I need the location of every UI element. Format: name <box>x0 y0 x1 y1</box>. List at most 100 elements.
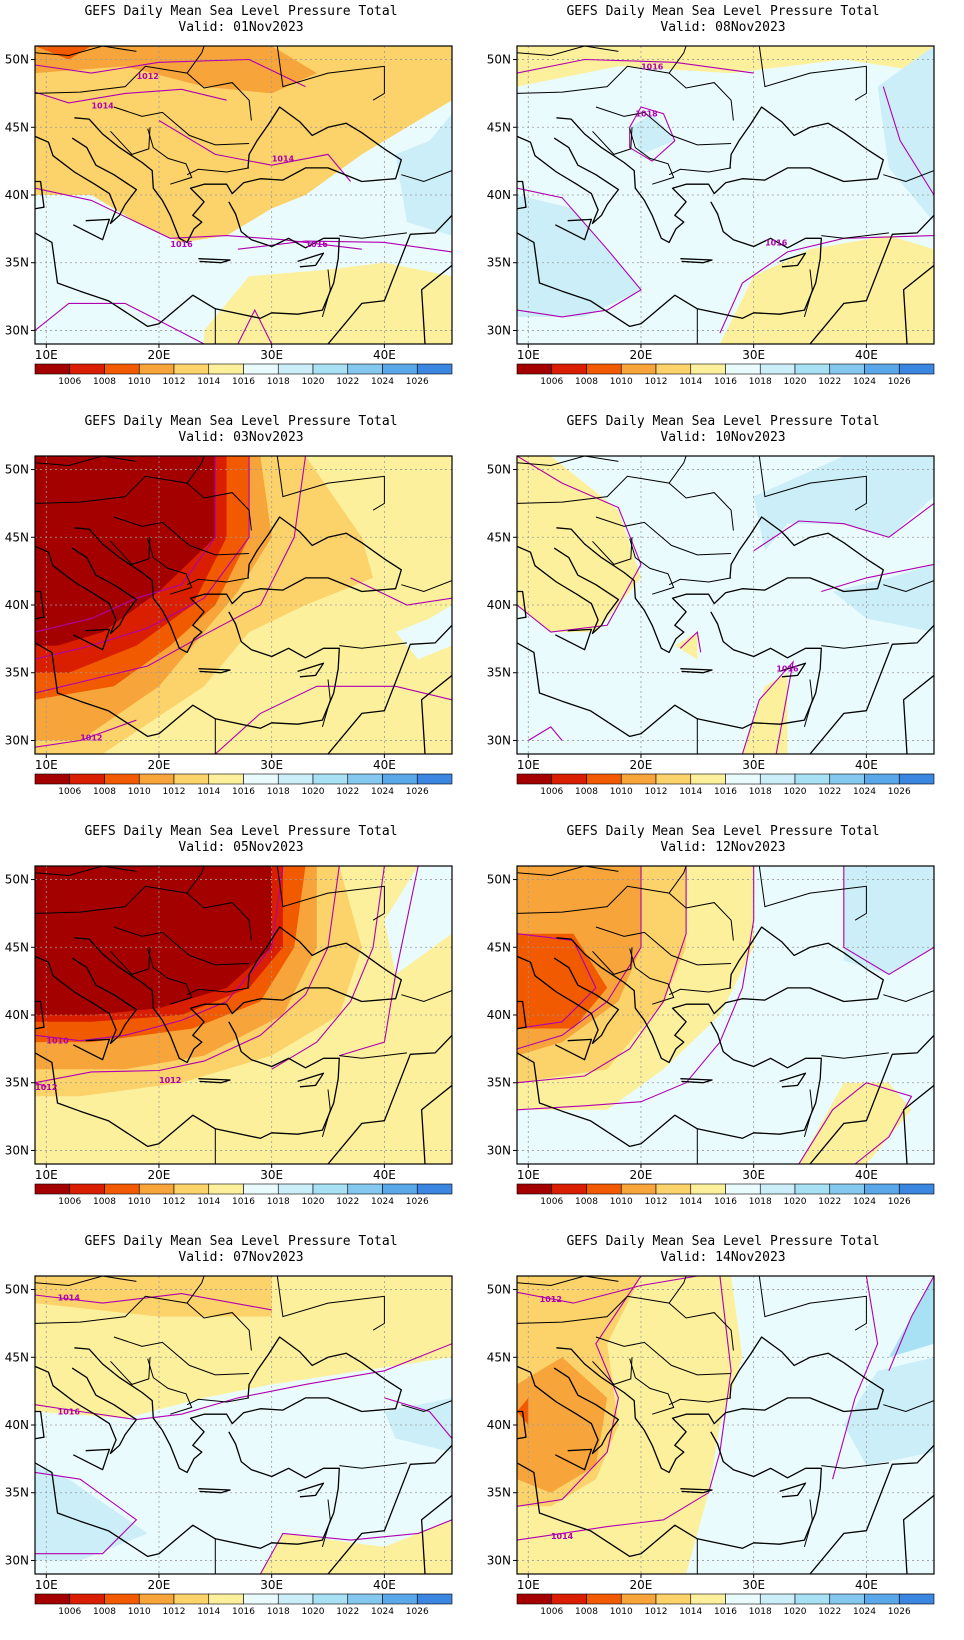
coastline <box>198 1488 231 1494</box>
border <box>883 580 934 593</box>
colorbar-swatch <box>516 1593 553 1605</box>
lon-tick-label: 10E <box>517 348 540 362</box>
isobar <box>517 866 755 1111</box>
colorbar: 1006 1008 1010 1012 1014 1016 1018 1020 1022 1024… <box>34 773 453 797</box>
pressure-field-region <box>517 933 608 1029</box>
colorbar-label: 1016 <box>714 377 737 387</box>
border <box>668 577 732 586</box>
colorbar-swatch <box>208 1183 244 1195</box>
coastlines <box>35 106 452 344</box>
map-fields: 1012 1014 <box>517 1276 934 1574</box>
border <box>35 866 137 877</box>
lat-tick-label: 45N <box>5 940 29 954</box>
coastline <box>517 590 527 620</box>
lon-tick-label: 20E <box>148 1168 171 1182</box>
coastline <box>809 1444 934 1574</box>
coastline <box>297 1482 325 1498</box>
isobar-lines <box>35 1293 452 1574</box>
isobar <box>237 240 452 253</box>
map-panel-05nov: GEFS Daily Mean Sea Level Pressure Total… <box>0 820 482 1230</box>
coastline <box>517 1021 822 1148</box>
colorbar-label: 1012 <box>163 1197 186 1207</box>
colorbar-swatch <box>347 1183 383 1195</box>
colorbar-label: 1024 <box>853 377 876 387</box>
colorbar-label: 1022 <box>818 787 841 797</box>
isobar-label: 1016 <box>641 62 664 71</box>
isobar-label: 1018 <box>635 110 658 119</box>
coastline <box>809 214 934 344</box>
lat-tick-label: 45N <box>487 1350 511 1364</box>
map-panel-08nov: GEFS Daily Mean Sea Level Pressure Total… <box>482 0 964 410</box>
coastline <box>779 662 807 678</box>
isobar <box>35 302 205 344</box>
lon-tick-label: 40E <box>855 758 878 772</box>
border <box>821 1462 889 1469</box>
lat-tick-label: 35N <box>487 666 511 680</box>
coastline <box>556 516 884 654</box>
lon-tick-label: 30E <box>260 1578 283 1592</box>
colorbar-swatch <box>312 1593 349 1605</box>
colorbar-label: 1010 <box>610 377 633 387</box>
border <box>668 866 687 894</box>
coastlines <box>35 926 452 1164</box>
isobar-lines <box>35 866 419 1088</box>
colorbar-swatch <box>104 363 140 375</box>
colorbar-label: 1010 <box>610 787 633 797</box>
panel-valid-date: Valid: 01Nov2023 <box>178 20 304 35</box>
coastline <box>35 1365 138 1455</box>
colorbar-swatch <box>208 1593 244 1605</box>
colorbar-swatch <box>277 363 314 375</box>
border <box>35 46 137 57</box>
colorbar-label: 1024 <box>371 1197 394 1207</box>
lat-tick-label: 30N <box>487 733 511 747</box>
lon-tick-label: 20E <box>148 758 171 772</box>
coastline <box>420 264 452 344</box>
colorbar-swatch <box>898 363 935 375</box>
colorbar-swatch <box>551 773 587 785</box>
isobar-label: 1014 <box>272 154 295 163</box>
border <box>35 475 252 531</box>
colorbar-swatch <box>829 773 865 785</box>
border <box>758 46 867 101</box>
coastline <box>198 1078 231 1084</box>
border <box>592 537 633 565</box>
colorbar: 1006 1008 1010 1012 1014 1016 1018 1020 1022 1024… <box>34 1593 453 1617</box>
lat-tick-label: 35N <box>487 1076 511 1090</box>
isobar <box>517 1276 642 1507</box>
panel-valid-date: Valid: 14Nov2023 <box>660 1250 786 1265</box>
lat-tick-label: 35N <box>487 256 511 270</box>
colorbar-swatch <box>655 1183 692 1195</box>
lat-tick-label: 50N <box>487 1283 511 1297</box>
coastline <box>35 1410 45 1440</box>
isobar <box>753 502 934 552</box>
border <box>276 456 385 511</box>
lon-tick-label: 20E <box>630 758 653 772</box>
coastline <box>35 590 45 620</box>
colorbar-label: 1008 <box>93 787 116 797</box>
lat-tick-label: 30N <box>5 323 29 337</box>
isobar <box>35 58 306 88</box>
panel-valid-date: Valid: 03Nov2023 <box>178 430 304 445</box>
colorbar-swatch <box>34 1183 71 1195</box>
coastline <box>327 214 452 344</box>
lon-tick-label: 30E <box>260 348 283 362</box>
lon-tick-label: 10E <box>35 758 58 772</box>
border <box>110 537 151 565</box>
colorbar-label: 1006 <box>540 1197 563 1207</box>
border <box>113 106 250 146</box>
colorbar-swatch <box>725 773 761 785</box>
colorbar-swatch <box>347 363 383 375</box>
coastline <box>902 1084 934 1164</box>
isobar-label: 1012 <box>159 1076 181 1085</box>
border <box>821 642 889 649</box>
border <box>339 642 407 649</box>
panel-title: GEFS Daily Mean Sea Level Pressure Total <box>84 414 398 429</box>
panel-valid-date: Valid: 05Nov2023 <box>178 840 304 855</box>
coastline <box>555 1448 593 1471</box>
colorbar-swatch <box>69 773 105 785</box>
colorbar-swatch <box>416 1183 453 1195</box>
pressure-field-region <box>395 113 452 236</box>
coastline <box>74 1336 402 1474</box>
country-borders <box>517 1276 934 1574</box>
coastline <box>517 611 822 738</box>
